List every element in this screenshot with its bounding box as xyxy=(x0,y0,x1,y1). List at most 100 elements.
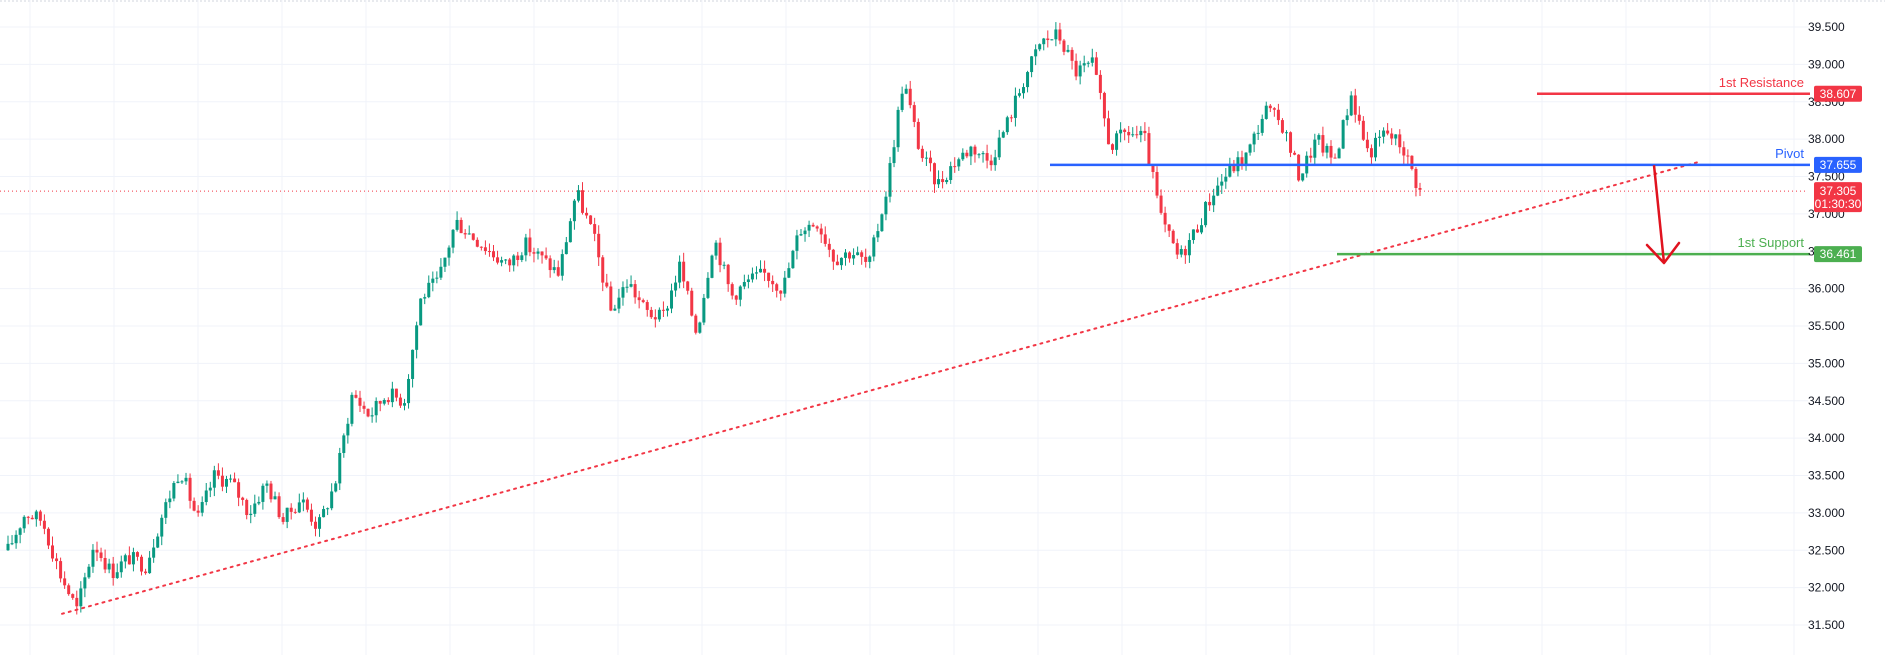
candle-body xyxy=(961,152,965,160)
candle-body xyxy=(1329,145,1333,158)
candle-body xyxy=(1001,132,1005,138)
candle-body xyxy=(152,547,156,558)
candle-body xyxy=(435,277,439,279)
candle-body xyxy=(702,297,706,323)
candle-body xyxy=(144,571,148,574)
candle-body xyxy=(1086,62,1090,64)
candle-body xyxy=(564,242,568,255)
candle-body xyxy=(581,190,585,213)
candle-body xyxy=(1414,168,1418,189)
candle-body xyxy=(297,502,301,513)
candle-body xyxy=(119,561,123,573)
candle-body xyxy=(803,230,807,235)
candle-body xyxy=(1232,164,1236,172)
candle-body xyxy=(1127,131,1131,136)
candle-body xyxy=(767,272,771,281)
candle-body xyxy=(1345,115,1349,121)
candle-body xyxy=(342,435,346,453)
candle-body xyxy=(500,260,504,263)
candle-body xyxy=(1240,157,1244,165)
candle-body xyxy=(1220,181,1224,186)
projection-arrow-shaft xyxy=(1652,165,1666,264)
candle-body xyxy=(1410,155,1414,169)
candle-body xyxy=(1244,152,1248,165)
candles xyxy=(6,22,1422,615)
candle-body xyxy=(1195,229,1199,233)
candle-body xyxy=(237,482,241,498)
candle-body xyxy=(1058,29,1062,41)
candle-body xyxy=(419,298,423,326)
candle-body xyxy=(313,521,317,529)
candle-body xyxy=(265,483,269,486)
y-tick-label: 39.500 xyxy=(1808,20,1845,34)
candle-body xyxy=(920,148,924,159)
candle-body xyxy=(839,257,843,266)
candle-body xyxy=(1353,95,1357,115)
candle-body xyxy=(985,153,989,161)
y-tick-label: 32.500 xyxy=(1808,543,1845,557)
candle-body xyxy=(103,557,107,570)
level-label: 1st Resistance xyxy=(1719,75,1804,90)
y-tick-label: 34.000 xyxy=(1808,431,1845,445)
candle-body xyxy=(637,297,641,301)
countdown-timer: 01:30:30 xyxy=(1815,197,1862,211)
candle-body xyxy=(981,153,985,155)
candle-body xyxy=(6,543,10,551)
candle-body xyxy=(1357,114,1361,121)
candle-body xyxy=(1042,38,1046,45)
candle-body xyxy=(289,507,293,512)
candle-body xyxy=(1054,29,1058,40)
candle-body xyxy=(1013,95,1017,118)
candle-body xyxy=(1119,129,1123,134)
candle-body xyxy=(1034,49,1038,57)
candle-body xyxy=(795,235,799,251)
candle-body xyxy=(827,243,831,250)
candle-body xyxy=(1187,240,1191,256)
candle-body xyxy=(1106,118,1110,145)
candle-body xyxy=(196,510,200,513)
candle-body xyxy=(1293,152,1297,155)
candle-body xyxy=(467,233,471,235)
candle-body xyxy=(79,588,83,607)
candle-body xyxy=(148,557,152,574)
candle-body xyxy=(941,179,945,183)
candle-body xyxy=(678,261,682,283)
candle-body xyxy=(1050,39,1054,41)
candle-body xyxy=(1321,135,1325,153)
candle-body xyxy=(1030,56,1034,73)
candle-body xyxy=(378,400,382,404)
trend-line xyxy=(61,160,1701,615)
candle-body xyxy=(443,257,447,267)
candle-body xyxy=(572,200,576,222)
candle-body xyxy=(451,229,455,248)
candle-body xyxy=(524,237,528,256)
candle-body xyxy=(1301,173,1305,181)
candle-body xyxy=(1284,132,1288,134)
candle-body xyxy=(556,267,560,276)
candle-body xyxy=(188,477,192,501)
candle-body xyxy=(390,388,394,403)
candle-body xyxy=(969,146,973,157)
candle-body xyxy=(318,517,322,529)
candle-body xyxy=(1074,60,1078,77)
candle-body xyxy=(229,478,233,480)
candle-body xyxy=(686,281,690,291)
y-tick-label: 33.500 xyxy=(1808,469,1845,483)
candle-body xyxy=(22,516,26,529)
candle-body xyxy=(726,264,730,285)
candle-body xyxy=(1264,105,1268,119)
candle-body xyxy=(576,190,580,201)
candle-body xyxy=(1208,201,1212,206)
candle-body xyxy=(1224,176,1228,182)
candle-body xyxy=(670,290,674,309)
candle-body xyxy=(1135,134,1139,136)
candle-body xyxy=(87,566,91,578)
last-price-value: 37.305 xyxy=(1820,184,1857,198)
candle-body xyxy=(601,257,605,283)
candle-body xyxy=(1228,164,1232,177)
candle-body xyxy=(710,255,714,278)
candle-body xyxy=(1309,155,1313,158)
candle-body xyxy=(496,257,500,263)
